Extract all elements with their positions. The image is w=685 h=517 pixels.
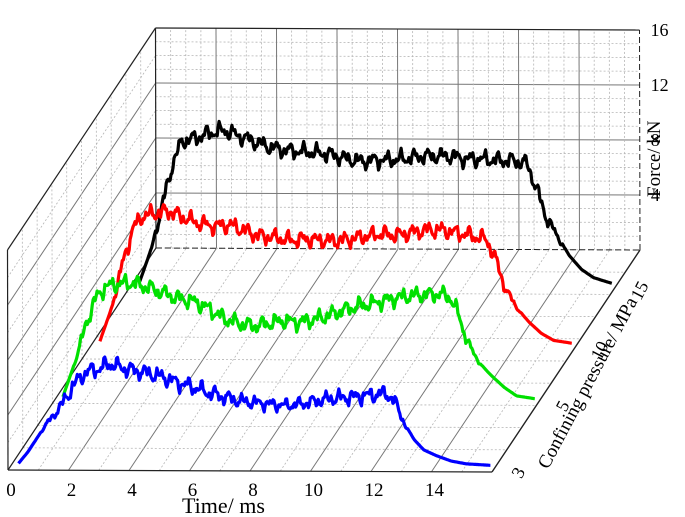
floor-grid-line bbox=[219, 248, 369, 472]
x-tick-label: 14 bbox=[425, 480, 445, 501]
back-grid-line bbox=[502, 29, 505, 250]
back-grid-line bbox=[518, 29, 520, 250]
back-grid-line bbox=[215, 28, 217, 249]
back-grid-line bbox=[397, 28, 399, 250]
x-axis-label: Time/ ms bbox=[182, 493, 265, 517]
chart-series bbox=[17, 119, 613, 467]
back-grid-line bbox=[260, 28, 263, 249]
series-line-3mpa bbox=[17, 355, 491, 467]
axis-box-edge bbox=[491, 249, 641, 473]
floor-grid-line bbox=[37, 425, 522, 429]
side-grid-line bbox=[7, 137, 157, 361]
back-grid-line bbox=[155, 55, 640, 58]
side-grid-line bbox=[66, 161, 68, 382]
side-grid-line bbox=[7, 220, 157, 443]
back-grid-line bbox=[306, 28, 308, 249]
back-grid-line bbox=[155, 233, 640, 237]
series-line-10mpa bbox=[98, 203, 573, 345]
back-grid-line bbox=[578, 29, 580, 250]
back-grid-line bbox=[155, 165, 640, 168]
floor-grid-line bbox=[111, 314, 596, 318]
floor-grid-line bbox=[431, 249, 580, 473]
floor-grid-line bbox=[370, 249, 520, 472]
back-grid-line bbox=[185, 28, 187, 249]
z-tick-label: 8 bbox=[651, 130, 660, 150]
back-grid-line bbox=[366, 28, 369, 249]
back-grid-line bbox=[155, 41, 640, 45]
back-grid-line bbox=[487, 29, 490, 250]
back-grid-line bbox=[427, 29, 429, 250]
back-grid-line bbox=[245, 28, 248, 249]
floor-grid-line bbox=[52, 402, 537, 406]
back-grid-line bbox=[155, 206, 640, 210]
x-tick-label: 0 bbox=[6, 480, 16, 501]
side-grid-line bbox=[21, 227, 24, 448]
back-grid-line bbox=[155, 151, 640, 155]
axis-box-edge bbox=[154, 27, 157, 249]
back-grid-line bbox=[442, 29, 444, 250]
axis-box-edge bbox=[6, 249, 9, 471]
back-grid-line bbox=[200, 28, 202, 249]
back-grid-line bbox=[291, 28, 293, 249]
side-grid-line bbox=[51, 183, 53, 404]
y-tick-label: 3 bbox=[507, 464, 529, 481]
side-grid-line bbox=[7, 165, 157, 388]
z-tick-label: 4 bbox=[651, 185, 660, 205]
axis-box-edge bbox=[7, 27, 156, 251]
side-grid-line bbox=[140, 50, 142, 271]
axis-box-edge bbox=[7, 469, 493, 473]
side-grid-line bbox=[36, 205, 38, 426]
back-grid-line bbox=[457, 29, 459, 250]
x-tick-label: 8 bbox=[248, 480, 258, 501]
axis-box-edge bbox=[155, 27, 640, 31]
back-grid-line bbox=[351, 28, 354, 249]
series-line-5mpa bbox=[61, 272, 536, 401]
back-grid-line bbox=[336, 28, 338, 249]
floor-grid-line bbox=[37, 247, 187, 471]
z-tick-label: 16 bbox=[651, 20, 669, 40]
back-grid-line bbox=[472, 29, 475, 250]
back-grid-line bbox=[623, 29, 626, 250]
back-grid-line bbox=[381, 28, 384, 249]
x-tick-label: 2 bbox=[67, 480, 77, 501]
back-grid-line bbox=[276, 28, 278, 249]
back-grid-line bbox=[155, 96, 640, 100]
floor-grid-line bbox=[81, 358, 567, 362]
side-grid-line bbox=[81, 138, 83, 360]
floor-grid-line bbox=[67, 380, 552, 384]
x-tick-label: 10 bbox=[304, 480, 323, 501]
back-grid-line bbox=[155, 68, 640, 72]
series-line-15mpa bbox=[138, 119, 613, 285]
back-grid-line bbox=[412, 29, 414, 250]
floor-grid-line bbox=[96, 336, 581, 340]
back-grid-line bbox=[155, 110, 640, 113]
back-grid-line bbox=[230, 28, 233, 249]
floor-grid-line bbox=[22, 447, 507, 451]
chart-grid bbox=[6, 27, 641, 473]
x-tick-label: 4 bbox=[127, 480, 137, 501]
back-grid-line bbox=[548, 29, 550, 250]
back-grid-line bbox=[593, 29, 596, 250]
z-tick-label: 12 bbox=[651, 75, 669, 95]
back-grid-line bbox=[155, 178, 640, 182]
side-grid-line bbox=[125, 72, 127, 293]
z-axis-label: Force/ kN bbox=[644, 120, 665, 197]
floor-grid-line bbox=[310, 248, 459, 472]
floor-grid-line bbox=[141, 269, 626, 273]
floor-grid-line bbox=[249, 248, 399, 472]
back-grid-line bbox=[321, 28, 323, 249]
floor-grid-line bbox=[98, 248, 248, 471]
back-grid-line bbox=[533, 29, 535, 250]
x-tick-label: 12 bbox=[365, 480, 384, 501]
floor-grid-line bbox=[158, 248, 308, 471]
axis-box-edge bbox=[639, 29, 641, 251]
floor-grid-line bbox=[126, 291, 611, 295]
back-grid-line bbox=[155, 123, 640, 127]
y-axis-label: Confining pressure/ MPa bbox=[534, 293, 642, 472]
back-grid-line bbox=[608, 29, 611, 250]
x-tick-label: 6 bbox=[188, 480, 198, 501]
floor-grid-line bbox=[155, 247, 641, 251]
back-grid-line bbox=[563, 29, 565, 250]
